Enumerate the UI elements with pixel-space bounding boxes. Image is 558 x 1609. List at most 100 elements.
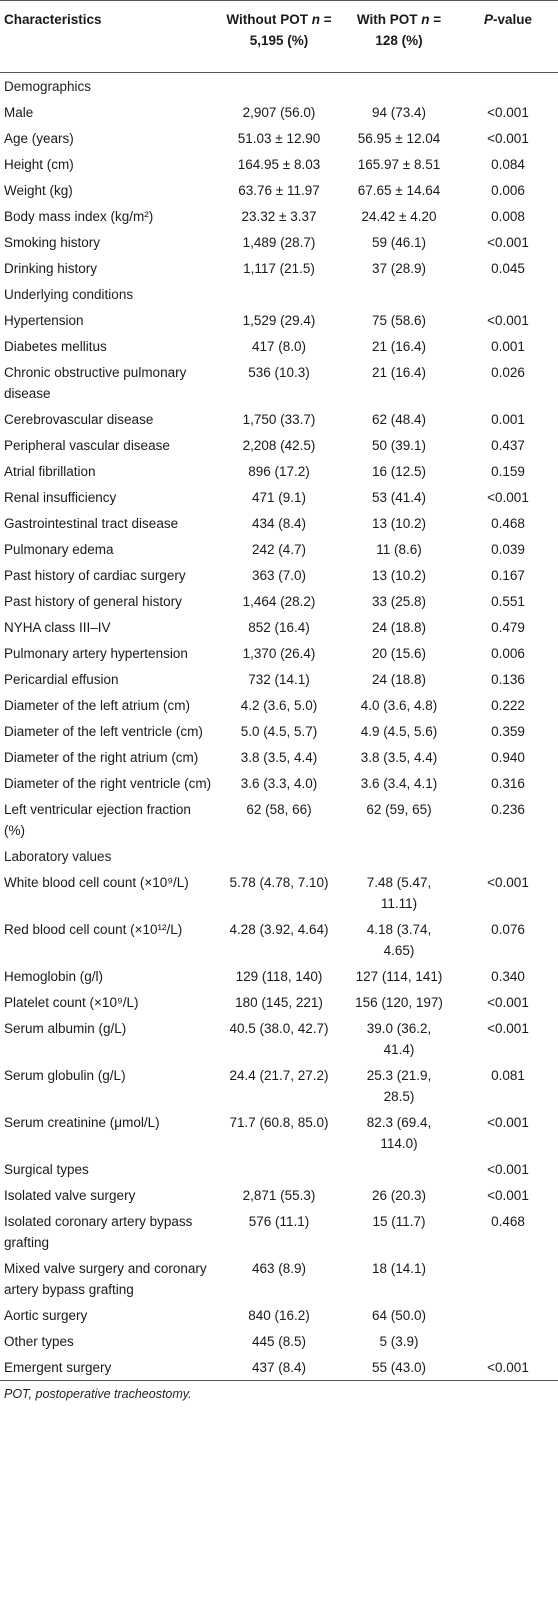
row-label: Pulmonary edema [0,536,218,562]
value-cell: <0.001 [458,1354,558,1381]
row-label: Drinking history [0,255,218,281]
cell-text: 40.5 (38.0, 42.7) [229,1020,329,1036]
data-row: Past history of general history 1,464 (28… [0,588,558,614]
cell-text: 64 (50.0) [371,1307,427,1323]
cell-text: Aortic surgery [4,1307,88,1323]
cell-text: 0.081 [491,1067,525,1083]
data-row: Chronic obstructive pulmonary disease 536… [0,359,558,406]
row-label: Red blood cell count (×10¹²/L) [0,916,218,963]
value-cell: <0.001 [458,989,558,1015]
cell-text: <0.001 [487,1359,529,1375]
row-label: Past history of general history [0,588,218,614]
cell-text: 576 (11.1) [248,1213,310,1229]
value-cell [340,281,458,307]
value-cell: 62 (58, 66) [218,796,340,843]
value-cell [458,1328,558,1354]
cell-text: 59 (46.1) [371,234,427,250]
value-cell: 64 (50.0) [340,1302,458,1328]
cell-text: 0.359 [491,723,525,739]
cell-text: Serum globulin (g/L) [4,1067,126,1083]
cell-text: Emergent surgery [4,1359,112,1375]
cell-text: <0.001 [487,234,529,250]
cell-text: <0.001 [487,312,529,328]
value-cell: 852 (16.4) [218,614,340,640]
value-cell: 0.340 [458,963,558,989]
value-cell: 4.18 (3.74, 4.65) [340,916,458,963]
cell-text: Age (years) [4,130,74,146]
cell-text: Cerebrovascular disease [4,411,154,427]
value-cell: 56.95 ± 12.04 [340,125,458,151]
cell-text: 1,464 (28.2) [242,593,316,609]
cell-text: 0.479 [491,619,525,635]
row-label: NYHA class III–IV [0,614,218,640]
cell-text: 2,871 (55.3) [242,1187,316,1203]
row-label: Gastrointestinal tract disease [0,510,218,536]
row-label: Diameter of the left atrium (cm) [0,692,218,718]
data-row: Other types 445 (8.5) 5 (3.9) [0,1328,558,1354]
data-row: Surgical types <0.001 [0,1156,558,1182]
cell-text: 56.95 ± 12.04 [357,130,441,146]
cell-text: 0.940 [491,749,525,765]
value-cell: 4.0 (3.6, 4.8) [340,692,458,718]
cell-text: 75 (58.6) [371,312,427,328]
row-label: Underlying conditions [0,281,218,307]
value-cell [340,73,458,100]
value-cell: 94 (73.4) [340,99,458,125]
cell-text: 129 (118, 140) [235,968,323,984]
value-cell: 0.006 [458,177,558,203]
header-text: P [483,12,493,27]
cell-text: 3.6 (3.4, 4.1) [360,775,438,791]
value-cell: 21 (16.4) [340,333,458,359]
row-label: Weight (kg) [0,177,218,203]
cell-text: 463 (8.9) [251,1260,307,1276]
data-row: Serum globulin (g/L) 24.4 (21.7, 27.2) 25.… [0,1062,558,1109]
data-row: Isolated coronary artery bypass grafting… [0,1208,558,1255]
cell-text: Chronic obstructive pulmonary disease [4,364,187,401]
value-cell: 3.6 (3.4, 4.1) [340,770,458,796]
cell-text: 15 (11.7) [372,1213,426,1229]
value-cell: 71.7 (60.8, 85.0) [218,1109,340,1156]
cell-text: 20 (15.6) [371,645,427,661]
value-cell: 4.28 (3.92, 4.64) [218,916,340,963]
value-cell [458,1255,558,1302]
value-cell: 37 (28.9) [340,255,458,281]
cell-text: <0.001 [487,994,529,1010]
value-cell: 55 (43.0) [340,1354,458,1381]
value-cell: 0.008 [458,203,558,229]
cell-text: Serum creatinine (μmol/L) [4,1114,160,1130]
row-label: Diameter of the left ventricle (cm) [0,718,218,744]
footnote: POT, postoperative tracheostomy. [4,1387,192,1401]
cell-text: 0.340 [491,968,525,984]
cell-text: Diameter of the right atrium (cm) [4,749,199,765]
cell-text: 21 (16.4) [371,364,427,380]
value-cell: 13 (10.2) [340,510,458,536]
cell-text: Isolated valve surgery [4,1187,136,1203]
cell-text: 4.9 (4.5, 5.6) [360,723,438,739]
cell-text: Surgical types [4,1161,89,1177]
row-label: Chronic obstructive pulmonary disease [0,359,218,406]
cell-text: 94 (73.4) [371,104,427,120]
cell-text: Left ventricular ejection fraction (%) [4,801,191,838]
row-label: Pericardial effusion [0,666,218,692]
value-cell [218,281,340,307]
data-row: White blood cell count (×10⁹/L) 5.78 (4.7… [0,869,558,916]
cell-text: 11 (8.6) [376,541,422,557]
row-label: Surgical types [0,1156,218,1182]
value-cell: 4.2 (3.6, 5.0) [218,692,340,718]
table-body: Demographics Male 2,907 (56.0) 94 (73.4) <0.… [0,73,558,1381]
value-cell: <0.001 [458,125,558,151]
value-cell: 0.159 [458,458,558,484]
cell-text: 434 (8.4) [251,515,307,531]
row-label: Diabetes mellitus [0,333,218,359]
value-cell: 24 (18.8) [340,614,458,640]
value-cell: 536 (10.3) [218,359,340,406]
value-cell: 13 (10.2) [340,562,458,588]
value-cell: 0.236 [458,796,558,843]
cell-text: 25.3 (21.9, 28.5) [366,1067,432,1104]
cell-text: <0.001 [487,1114,529,1130]
header-text: = 5,195 (%) [249,12,332,48]
value-cell: 0.167 [458,562,558,588]
cell-text: Hypertension [4,312,84,328]
cell-text: 3.8 (3.5, 4.4) [240,749,318,765]
row-label: Diameter of the right ventricle (cm) [0,770,218,796]
